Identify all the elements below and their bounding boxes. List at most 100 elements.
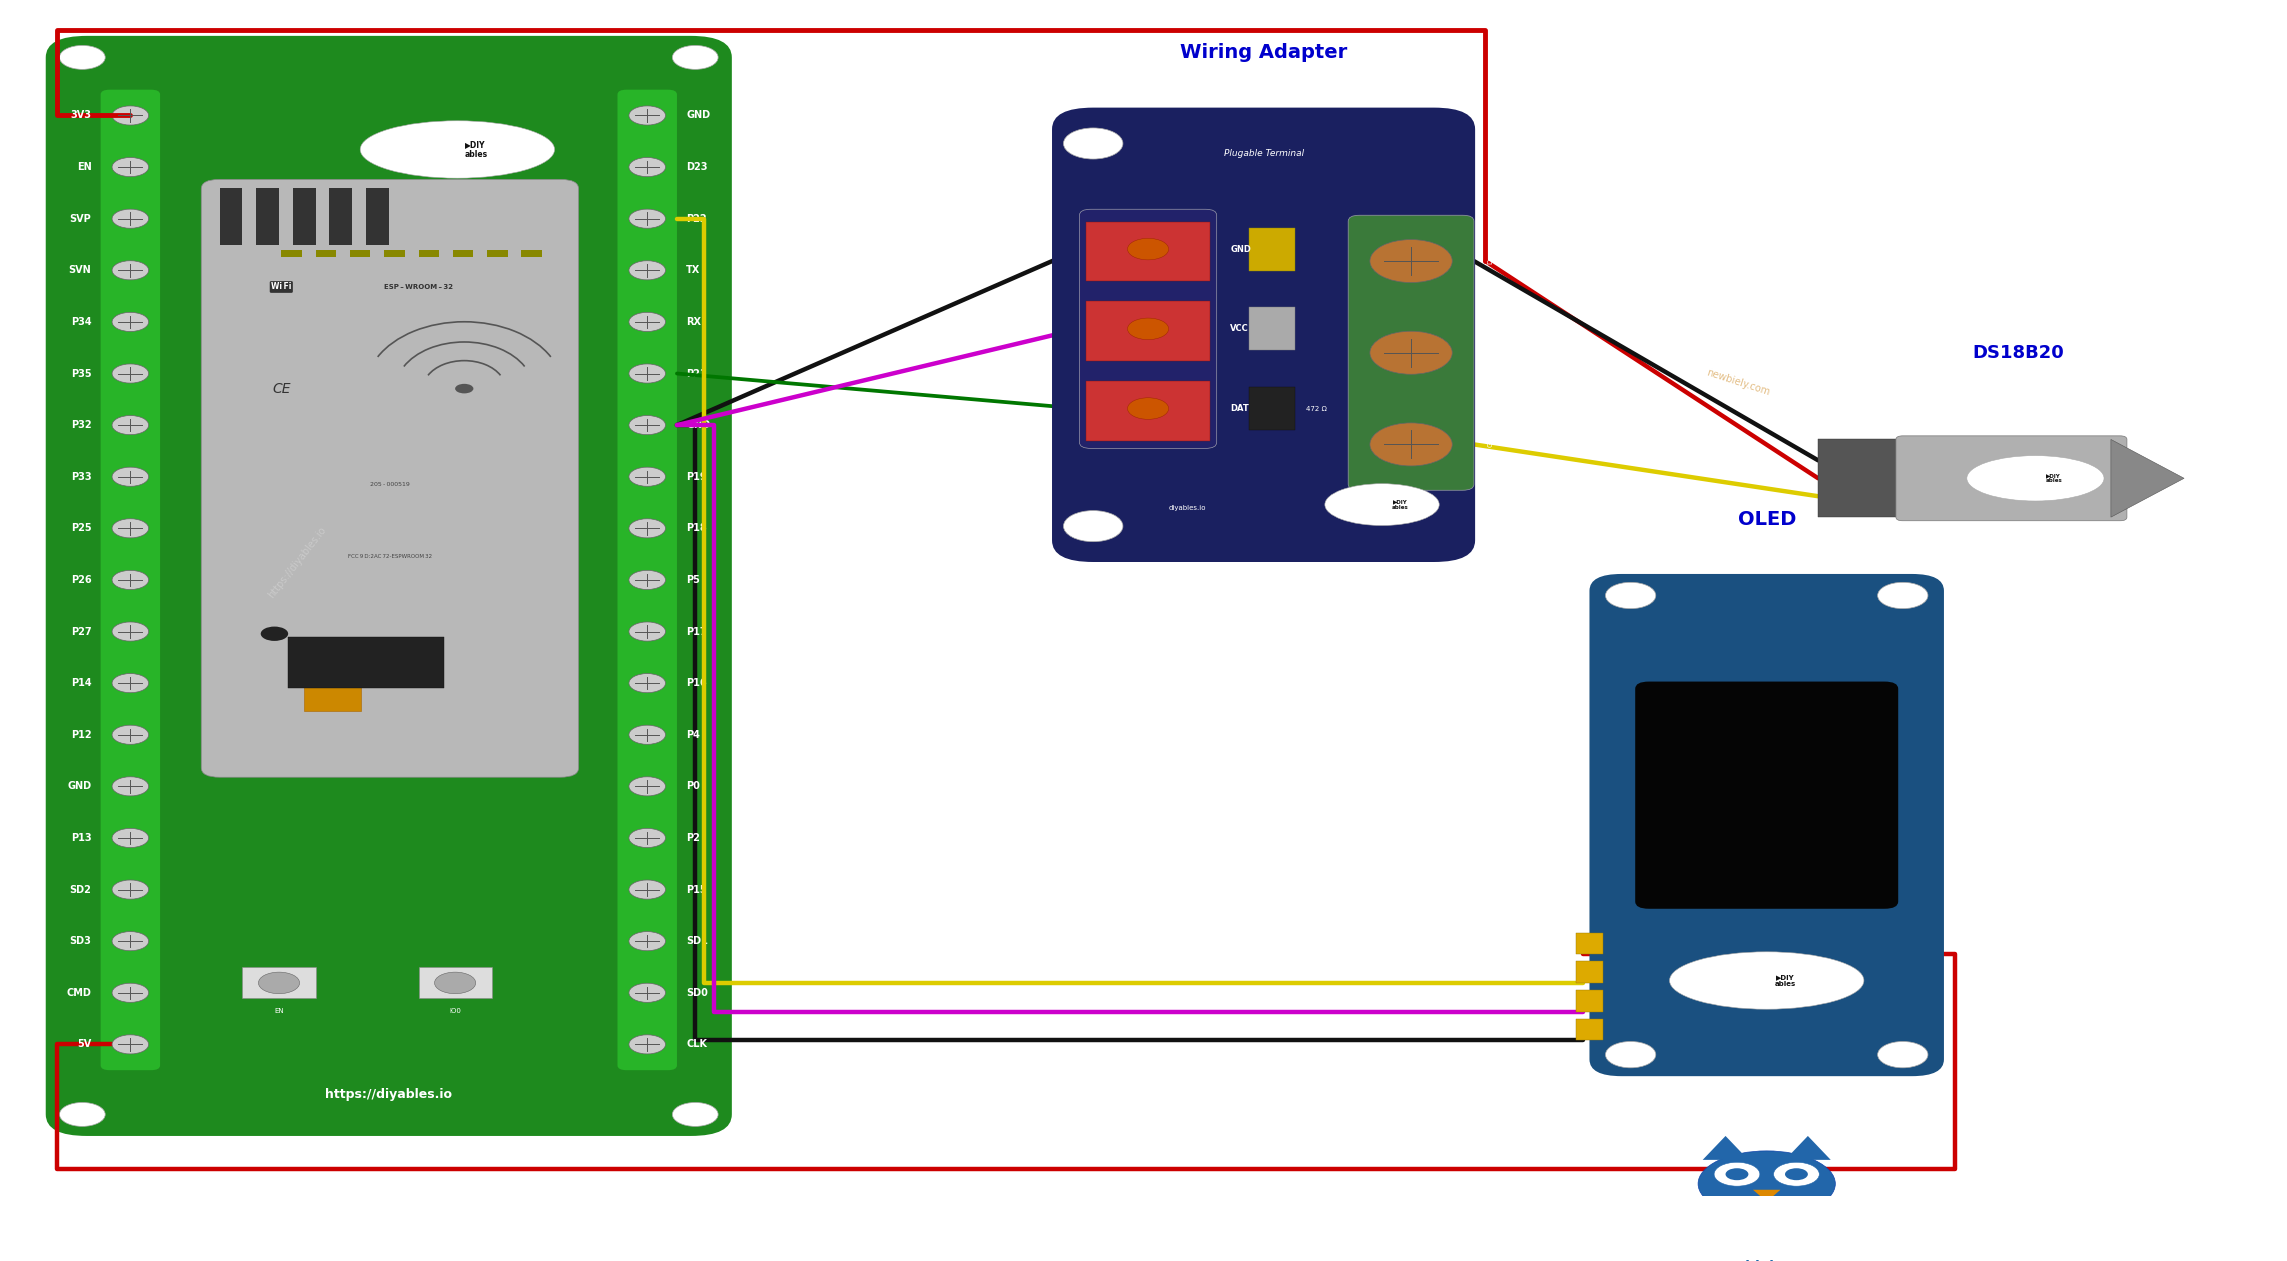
Text: GND: GND [1230,245,1251,253]
Text: P4: P4 [686,730,700,740]
Bar [366,188,389,245]
Circle shape [1370,422,1452,467]
Text: VCC: VCC [1230,324,1249,333]
Bar [521,250,542,257]
Polygon shape [1752,1190,1779,1202]
Text: DS18B20: DS18B20 [1971,344,2065,362]
Bar [1249,387,1294,430]
Bar [1086,381,1210,441]
Text: SD3: SD3 [69,936,91,946]
Text: SVN: SVN [69,265,91,275]
Text: P16: P16 [686,678,707,689]
Circle shape [112,467,149,487]
Circle shape [629,261,666,280]
Circle shape [112,261,149,280]
Circle shape [1878,583,1928,609]
Circle shape [1772,1163,1818,1187]
Bar [1086,222,1210,281]
Bar [304,663,361,711]
Text: SD0: SD0 [686,987,709,997]
Ellipse shape [1324,484,1439,526]
FancyBboxPatch shape [1079,209,1217,449]
Polygon shape [1702,1136,1747,1160]
FancyBboxPatch shape [617,90,677,1071]
Circle shape [261,627,288,641]
Circle shape [59,1102,105,1126]
Text: P33: P33 [71,472,91,482]
Text: P26: P26 [71,575,91,585]
Text: P19: P19 [686,472,707,482]
Polygon shape [1784,1136,1830,1160]
Text: 205 - 000519: 205 - 000519 [370,482,409,487]
Circle shape [672,1102,718,1126]
Bar [1086,301,1210,361]
Text: P25: P25 [71,523,91,533]
Circle shape [629,209,666,228]
Circle shape [112,828,149,847]
Bar [288,637,444,687]
Bar [1576,961,1603,982]
Bar [419,250,439,257]
FancyBboxPatch shape [201,179,579,777]
Circle shape [672,45,718,69]
Text: https://diyables.io: https://diyables.io [325,1087,453,1101]
Bar [1576,990,1603,1011]
Circle shape [629,828,666,847]
Ellipse shape [1967,455,2104,501]
Text: G: G [1487,441,1493,448]
Circle shape [629,416,666,435]
Text: FCC 9 D:2AC 72-ESPWROOM 32: FCC 9 D:2AC 72-ESPWROOM 32 [348,554,432,559]
Text: 5V: 5V [78,1039,91,1049]
Text: 3V3: 3V3 [71,111,91,121]
Text: V: V [1487,351,1493,356]
Circle shape [1127,238,1169,260]
Text: Wiring Adapter: Wiring Adapter [1180,43,1347,62]
Text: P22: P22 [686,213,707,223]
Text: 472 Ω: 472 Ω [1306,406,1326,411]
Circle shape [629,777,666,796]
Text: SVP: SVP [69,213,91,223]
Text: CE: CE [272,382,290,396]
Text: diyables.io: diyables.io [1169,506,1205,511]
Bar [453,250,473,257]
Circle shape [629,106,666,125]
Text: ▶DIY
ables: ▶DIY ables [2045,473,2063,483]
Circle shape [112,777,149,796]
Circle shape [112,158,149,177]
Text: CMD: CMD [66,987,91,997]
Circle shape [112,673,149,692]
Circle shape [112,416,149,435]
Ellipse shape [359,121,553,178]
Circle shape [629,725,666,744]
FancyBboxPatch shape [101,90,160,1071]
Bar [256,188,279,245]
Circle shape [112,570,149,589]
Text: P5: P5 [686,575,700,585]
Circle shape [112,313,149,332]
Bar [281,250,302,257]
Text: Wi Fi: Wi Fi [272,282,290,291]
Circle shape [455,383,473,393]
Text: EN: EN [78,163,91,171]
FancyBboxPatch shape [1635,682,1898,909]
Text: P2: P2 [686,834,700,842]
Bar [329,188,352,245]
FancyBboxPatch shape [1052,107,1475,562]
Text: P12: P12 [71,730,91,740]
Bar [487,250,508,257]
Text: EN: EN [274,1008,284,1014]
FancyBboxPatch shape [1347,216,1473,491]
Text: https://diyables.io: https://diyables.io [265,525,329,599]
Circle shape [1605,1042,1656,1068]
Circle shape [629,313,666,332]
Text: P17: P17 [686,627,707,637]
Text: IO0: IO0 [448,1008,462,1014]
Bar [1249,227,1294,271]
Circle shape [1127,397,1169,420]
Bar [220,188,242,245]
FancyBboxPatch shape [46,35,732,1136]
Text: TX: TX [686,265,700,275]
Text: RX: RX [686,317,702,327]
Text: newbiely.com: newbiely.com [1706,368,1770,397]
Circle shape [1878,1042,1928,1068]
